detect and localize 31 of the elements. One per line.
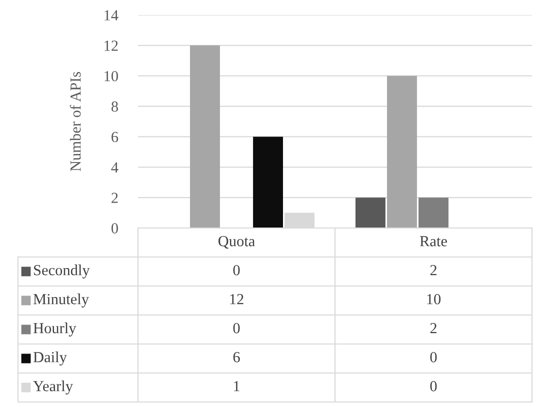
bar: [418, 198, 448, 228]
legend-label: Minutely: [33, 294, 89, 308]
data-label: 0: [430, 381, 437, 392]
data-label: 10: [427, 294, 441, 304]
y-tick-label: 4: [111, 162, 118, 172]
data-label: 12: [230, 294, 244, 304]
y-tick-label: 2: [112, 192, 118, 203]
data-label: 1: [234, 381, 240, 392]
legend-label: Hourly: [33, 322, 76, 336]
data-label: 0: [233, 323, 240, 334]
y-tick-label: 6: [112, 132, 118, 142]
y-tick-label: 10: [104, 71, 118, 82]
bar: [387, 76, 417, 228]
legend-label: Secondly: [34, 264, 90, 278]
bar: [355, 198, 386, 228]
y-tick-label: 14: [104, 10, 118, 20]
y-axis-title: Number of APIs: [70, 72, 81, 172]
data-label: 2: [430, 323, 436, 334]
data-label: 0: [233, 265, 240, 276]
y-tick-label: 12: [104, 40, 118, 51]
x-tick-label: Quota: [218, 236, 255, 249]
data-label: 2: [430, 265, 436, 276]
data-label: 6: [233, 352, 240, 362]
x-tick-label: Rate: [420, 236, 447, 246]
data-label: 0: [430, 352, 437, 362]
bar: [253, 136, 283, 228]
y-tick-label: 8: [112, 101, 118, 112]
legend-label: Daily: [33, 352, 67, 366]
legend-label: Yearly: [33, 380, 73, 394]
bar: [190, 45, 220, 228]
y-tick-label: 0: [112, 223, 118, 234]
